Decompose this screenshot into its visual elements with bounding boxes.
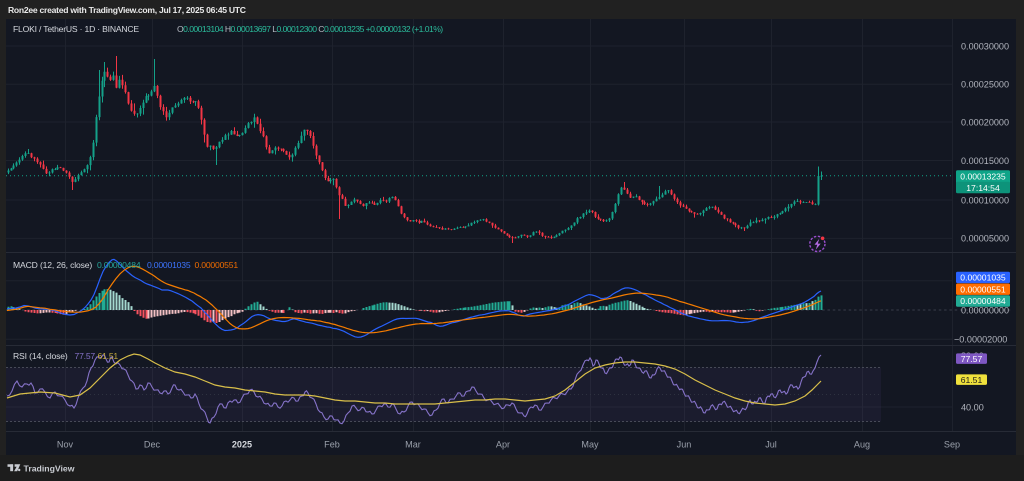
svg-text:0.00000000: 0.00000000 [961, 305, 1009, 315]
svg-text:61.51: 61.51 [98, 351, 119, 361]
svg-text:0.00000484: 0.00000484 [960, 296, 1006, 306]
svg-text:77.57: 77.57 [75, 351, 96, 361]
svg-text:77.57: 77.57 [961, 354, 983, 364]
svg-text:Jun: Jun [677, 439, 692, 449]
svg-text:61.51: 61.51 [961, 375, 983, 385]
svg-text:40.00: 40.00 [961, 402, 984, 412]
svg-text:Aug: Aug [854, 439, 870, 449]
svg-text:May: May [581, 439, 599, 449]
svg-text:Apr: Apr [496, 439, 510, 449]
svg-text:0.00005000: 0.00005000 [961, 234, 1009, 244]
svg-text:0.00000484: 0.00000484 [97, 260, 141, 270]
svg-text:O0.00013104 H0.00013697 L0.000: O0.00013104 H0.00013697 L0.00012300 C0.0… [177, 24, 443, 34]
svg-text:Sep: Sep [944, 439, 960, 449]
svg-text:0.00030000: 0.00030000 [961, 41, 1009, 51]
svg-text:0.00010000: 0.00010000 [961, 195, 1009, 205]
svg-text:RSI (14, close): RSI (14, close) [13, 351, 68, 361]
svg-text:−0.00002000: −0.00002000 [954, 335, 1007, 345]
svg-text:0.00025000: 0.00025000 [961, 80, 1009, 90]
svg-text:FLOKI / TetherUS · 1D · BINANC: FLOKI / TetherUS · 1D · BINANCE [13, 24, 139, 34]
svg-text:Ron2ee created with TradingVie: Ron2ee created with TradingView.com, Jul… [8, 5, 246, 15]
svg-text:Jul: Jul [765, 439, 777, 449]
svg-text:0.00020000: 0.00020000 [961, 117, 1009, 127]
svg-text:0.00000551: 0.00000551 [195, 260, 239, 270]
svg-text:Nov: Nov [57, 439, 74, 449]
svg-text:2025: 2025 [232, 439, 252, 449]
svg-text:Feb: Feb [324, 439, 340, 449]
svg-text:TradingView: TradingView [24, 463, 75, 473]
svg-text:0.00015000: 0.00015000 [961, 156, 1009, 166]
svg-text:MACD (12, 26, close): MACD (12, 26, close) [13, 260, 92, 270]
svg-text:0.00001035: 0.00001035 [147, 260, 191, 270]
svg-text:0.00013235: 0.00013235 [960, 171, 1006, 181]
svg-text:17:14:54: 17:14:54 [966, 183, 1000, 193]
svg-text:Dec: Dec [144, 439, 161, 449]
svg-text:Mar: Mar [405, 439, 421, 449]
svg-text:0.00000551: 0.00000551 [960, 284, 1006, 294]
svg-text:0.00001035: 0.00001035 [960, 273, 1006, 283]
